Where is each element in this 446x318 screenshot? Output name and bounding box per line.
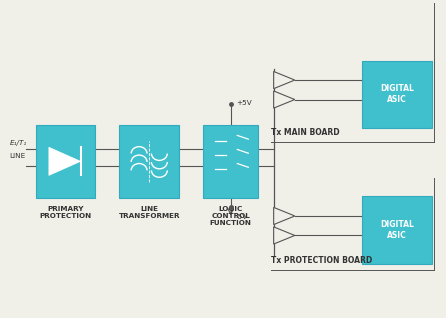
Text: LINE
TRANSFORMER: LINE TRANSFORMER xyxy=(119,206,180,219)
Text: -5V: -5V xyxy=(236,214,248,220)
Bar xyxy=(362,197,432,264)
Polygon shape xyxy=(274,72,295,89)
Bar xyxy=(36,125,95,198)
Text: Tx MAIN BOARD: Tx MAIN BOARD xyxy=(272,128,340,137)
Polygon shape xyxy=(274,207,295,225)
Text: DIGITAL
ASIC: DIGITAL ASIC xyxy=(380,85,414,104)
Polygon shape xyxy=(274,91,295,108)
Text: LOGIC
CONTROL
FUNCTION: LOGIC CONTROL FUNCTION xyxy=(210,206,252,226)
Bar xyxy=(120,125,179,198)
Polygon shape xyxy=(274,227,295,244)
Bar xyxy=(362,61,432,128)
Text: Tx PROTECTION BOARD: Tx PROTECTION BOARD xyxy=(272,256,373,265)
Text: DIGITAL
ASIC: DIGITAL ASIC xyxy=(380,220,414,240)
Text: LINE: LINE xyxy=(9,153,25,159)
Polygon shape xyxy=(49,147,81,176)
Text: +5V: +5V xyxy=(236,100,252,106)
Text: E₁/T₁: E₁/T₁ xyxy=(9,140,27,146)
Bar xyxy=(203,125,258,198)
Text: PRIMARY
PROTECTION: PRIMARY PROTECTION xyxy=(40,206,91,219)
